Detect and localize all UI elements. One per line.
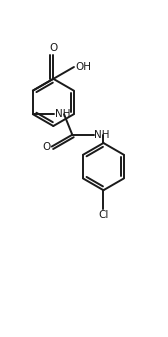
Text: OH: OH xyxy=(75,62,91,72)
Text: O: O xyxy=(49,43,57,53)
Text: O: O xyxy=(42,142,51,152)
Text: NH: NH xyxy=(94,130,110,140)
Text: Cl: Cl xyxy=(98,210,109,220)
Text: NH: NH xyxy=(55,109,71,119)
